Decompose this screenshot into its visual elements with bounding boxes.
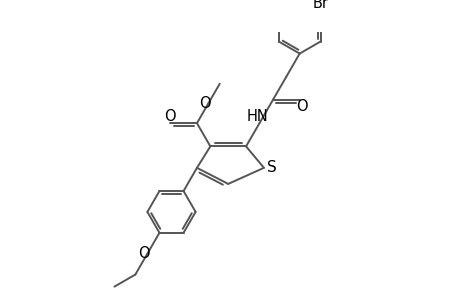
Text: O: O — [164, 110, 176, 124]
Text: HN: HN — [246, 110, 268, 124]
Text: O: O — [199, 96, 210, 111]
Text: O: O — [138, 246, 149, 261]
Text: Br: Br — [312, 0, 327, 11]
Text: O: O — [295, 99, 307, 114]
Text: S: S — [267, 160, 276, 175]
